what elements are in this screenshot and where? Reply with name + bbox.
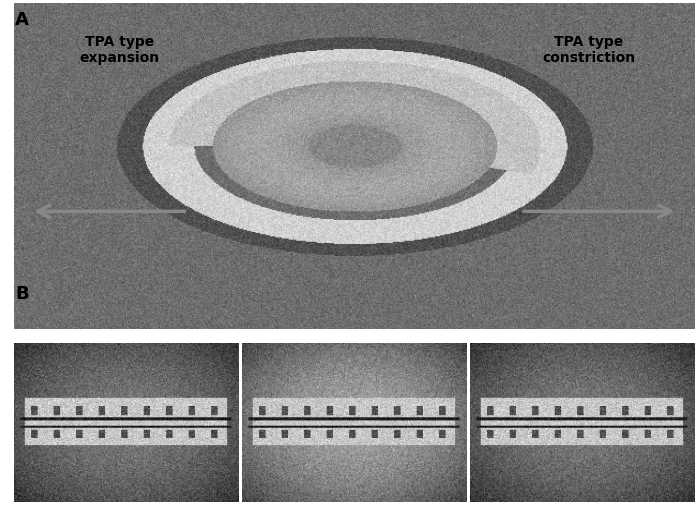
Text: B: B [15, 285, 29, 304]
Text: A: A [15, 11, 29, 29]
Text: TPA type
constriction: TPA type constriction [542, 35, 636, 65]
Text: TPA type
expansion: TPA type expansion [80, 35, 160, 65]
